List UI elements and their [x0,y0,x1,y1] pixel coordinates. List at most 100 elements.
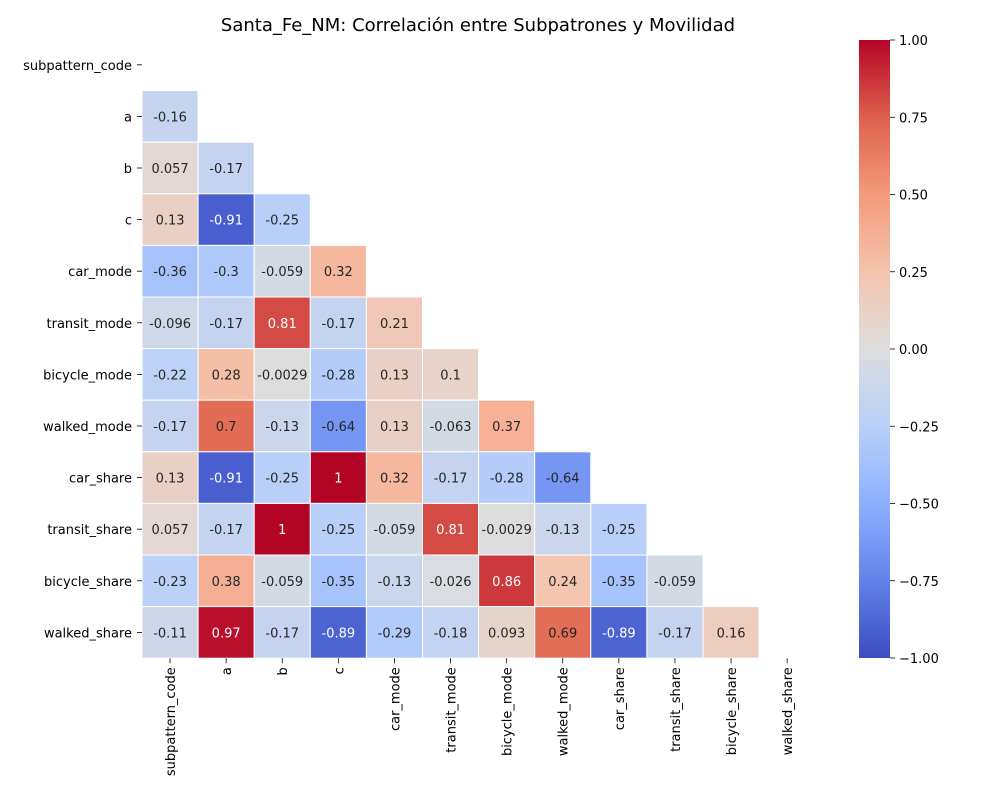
x-tick-label: b [276,667,291,675]
heatmap-cell [534,554,592,608]
cell-value-label: 0.057 [151,523,188,538]
heatmap-cell [197,399,255,453]
colorbar-tick-label: 0.25 [899,266,928,281]
heatmap-cell [309,502,367,556]
colorbar-tick-label: −0.25 [899,420,939,435]
cell-value-label: -0.35 [322,575,356,590]
heatmap-cell [309,554,367,608]
heatmap-cell [590,554,648,608]
heatmap-cell [309,244,367,298]
cell-value-label: -0.026 [430,575,472,590]
cell-value-label: -0.91 [209,214,243,229]
cell-value-label: -0.059 [373,523,415,538]
cell-value-label: -0.17 [322,317,356,332]
heatmap-cell [422,554,480,608]
y-tick-label: bicycle_mode [43,368,132,383]
cell-value-label: 0.28 [212,368,241,383]
cell-value-label: 0.13 [380,420,409,435]
x-tick-label: a [220,667,235,675]
cell-value-label: 0.057 [151,162,188,177]
heatmap-cell [253,348,311,401]
cell-value-label: 0.32 [380,472,409,487]
cell-value-label: -0.35 [602,575,636,590]
heatmap-cell [590,606,648,659]
cell-value-label: -0.22 [153,368,187,383]
heatmap-cell [197,244,255,298]
heatmap-cell [534,451,592,504]
heatmap-cell [478,502,536,556]
cell-value-label: -0.23 [153,575,187,590]
cell-value-label: 0.37 [492,420,521,435]
cell-value-label: -0.063 [430,420,472,435]
cell-value-label: -0.13 [378,575,412,590]
heatmap-cell [141,90,199,143]
x-tick-label: c [332,667,347,674]
heatmap-cell [141,502,199,556]
y-tick-label: walked_share [44,626,132,641]
heatmap-cell [141,554,199,608]
heatmap-cell [197,296,255,350]
heatmap-cell [309,296,367,350]
cell-value-label: -0.13 [265,420,299,435]
cell-value-label: 0.81 [268,317,297,332]
colorbar-tick-label: 0.75 [899,111,928,126]
heatmap-cells: -0.16 0.057 -0.17 0.13 -0.91 -0.25 -0.36 -0.3 -0… [141,90,760,659]
heatmap-cell [309,606,367,659]
x-tick-label: car_mode [388,667,403,731]
cell-value-label: -0.13 [546,523,580,538]
cell-value-label: 0.38 [212,575,241,590]
chart-title: Santa_Fe_NM: Correlación entre Subpatron… [221,15,735,36]
cell-value-label: -0.25 [265,472,299,487]
heatmap-cell [365,348,423,401]
cell-value-label: 0.69 [548,626,577,641]
heatmap-cell [646,554,704,608]
y-tick-label: a [124,110,132,125]
cell-value-label: -0.28 [322,368,356,383]
x-tick-label: transit_share [669,667,684,752]
colorbar-tick-label: 0.00 [899,343,928,358]
cell-value-label: -0.17 [209,162,243,177]
x-tick-label: bicycle_share [725,667,740,755]
colorbar-tick-label: 1.00 [899,34,928,49]
cell-value-label: 0.093 [488,626,525,641]
x-tick-label: bicycle_mode [501,667,516,756]
cell-value-label: -0.059 [261,265,303,280]
cell-value-label: 0.13 [380,368,409,383]
cell-value-label: -0.29 [378,626,412,641]
heatmap-cell [141,606,199,659]
y-tick-label: c [125,214,132,229]
heatmap-cell [422,502,480,556]
cell-value-label: -0.25 [322,523,356,538]
colorbar-gradient [859,40,890,658]
colorbar-tick-label: −1.00 [899,652,939,667]
x-tick-label: subpattern_code [164,667,179,776]
heatmap-cell [365,606,423,659]
cell-value-label: -0.89 [602,626,636,641]
y-tick-label: transit_share [47,523,132,538]
heatmap-cell [590,502,648,556]
x-axis-tick-labels: subpattern_code a b c car_mode transit_mode bi… [164,658,796,776]
cell-value-label: -0.17 [209,523,243,538]
cell-value-label: 0.13 [156,472,185,487]
y-tick-label: subpattern_code [23,59,132,74]
cell-value-label: 0.97 [212,626,241,641]
cell-value-label: 0.21 [380,317,409,332]
x-tick-label: walked_share [781,667,796,755]
x-tick-label: transit_mode [445,667,460,753]
cell-value-label: -0.28 [490,472,524,487]
heatmap-cell [141,451,199,504]
cell-value-label: -0.0029 [257,368,307,383]
heatmap-cell [253,502,311,556]
cell-value-label: 0.32 [324,265,353,280]
colorbar: 1.00 0.75 0.50 0.25 0.00 −0.25 −0.50 −0.75 −1.00 [859,34,939,667]
heatmap-cell [141,141,199,195]
cell-value-label: -0.16 [153,110,187,125]
heatmap-cell [365,554,423,608]
heatmap-cell [478,399,536,453]
cell-value-label: -0.3 [213,265,238,280]
heatmap-cell [309,399,367,453]
cell-value-label: -0.0029 [482,523,532,538]
heatmap-cell [422,399,480,453]
cell-value-label: -0.17 [265,626,299,641]
